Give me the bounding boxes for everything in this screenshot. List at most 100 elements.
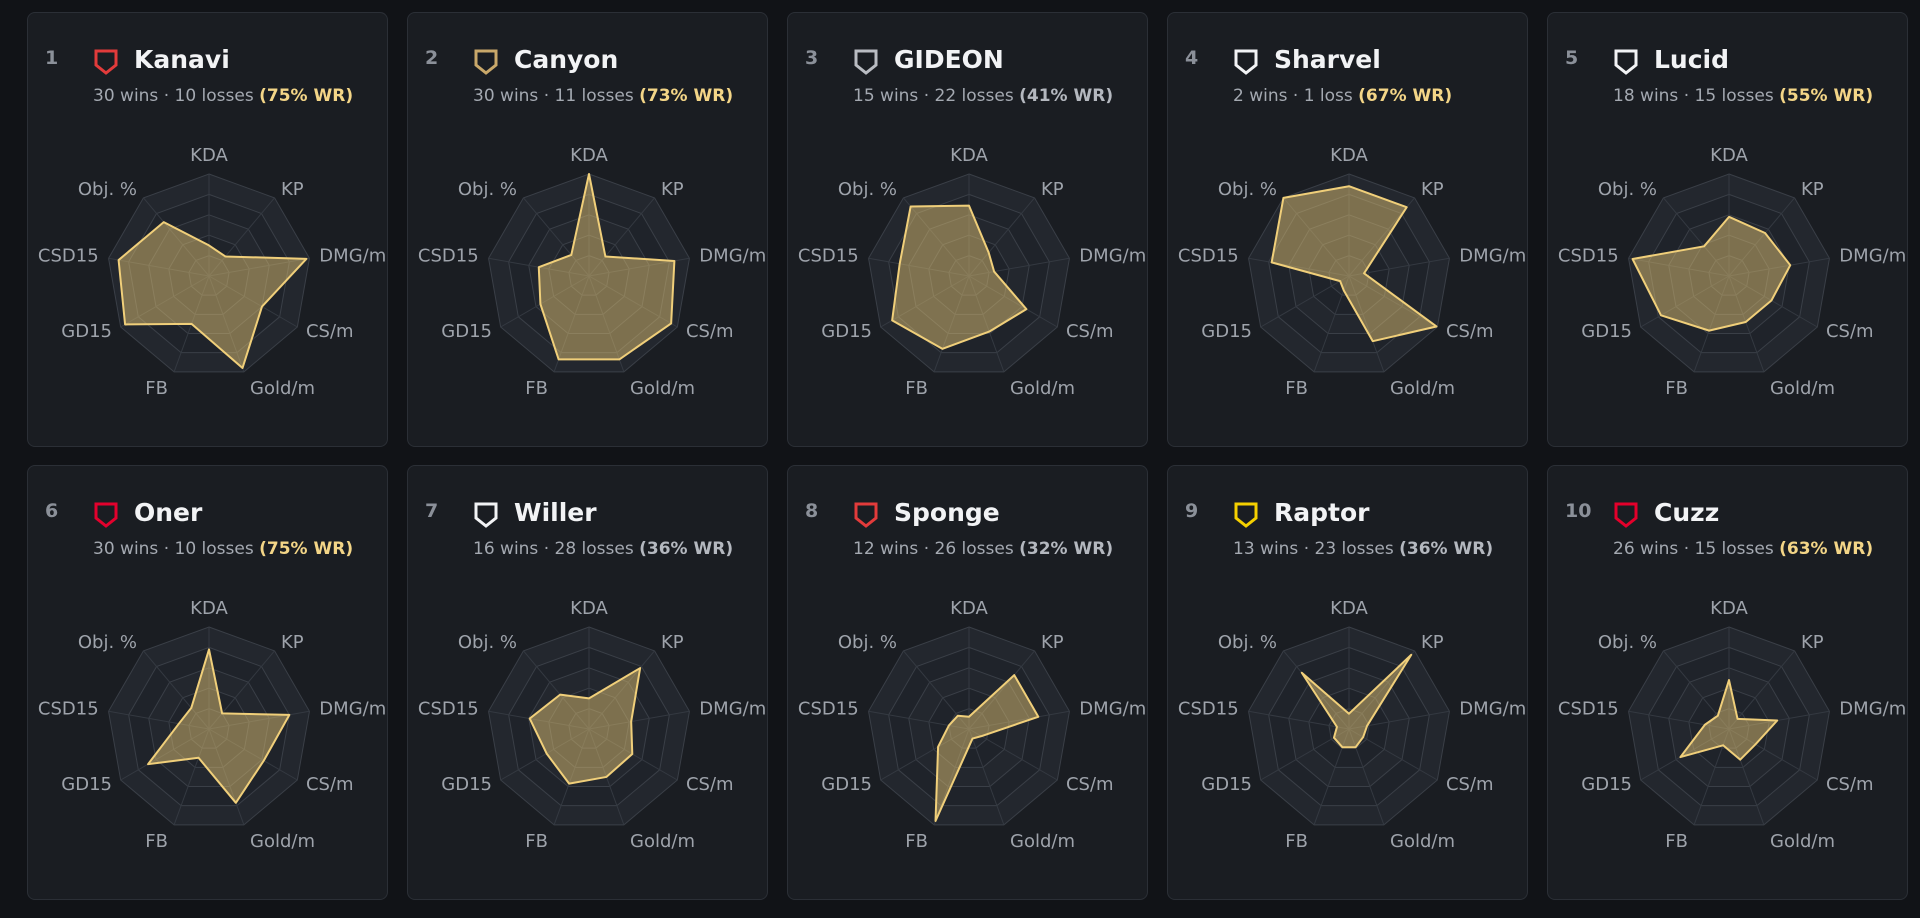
player-name: GIDEON xyxy=(894,45,1004,74)
axis-label: FB xyxy=(145,378,168,399)
axis-label: KDA xyxy=(1330,145,1368,166)
spoke xyxy=(208,257,310,277)
spoke xyxy=(500,275,590,328)
team-logo xyxy=(1234,49,1258,75)
logo-shape xyxy=(1614,49,1638,75)
axis-label: KDA xyxy=(1710,145,1748,166)
win-rate: (36% WR) xyxy=(639,539,734,559)
axis-label: GD15 xyxy=(821,774,872,795)
record: 15 wins · 22 losses (41% WR) xyxy=(853,86,1113,106)
rank: 7 xyxy=(425,500,439,522)
win-rate: (36% WR) xyxy=(1399,539,1494,559)
axis-label: FB xyxy=(145,831,168,852)
radar-chart: KDA KP DMG/m CS/m Gold/m FB GD15 CSD15 Obj. % xyxy=(798,145,1146,399)
logo-shape xyxy=(1614,502,1638,528)
axis-label: Gold/m xyxy=(1770,378,1835,399)
logo-shape xyxy=(1234,49,1258,75)
spoke xyxy=(553,728,590,826)
spoke xyxy=(968,728,1005,826)
axis-label: KP xyxy=(281,179,304,200)
player-name: Sponge xyxy=(894,498,1000,527)
spoke xyxy=(933,275,970,373)
spoke xyxy=(1728,650,1795,730)
spoke xyxy=(1663,197,1730,277)
axis-label: GD15 xyxy=(1581,321,1632,342)
team-logo xyxy=(474,502,498,528)
spoke xyxy=(1283,650,1350,730)
spoke xyxy=(208,197,275,277)
axis-label: DMG/m xyxy=(1079,246,1146,267)
spoke xyxy=(108,257,210,277)
win-loss: 12 wins · 26 losses xyxy=(853,539,1014,559)
spoke xyxy=(588,710,690,730)
radar-chart: KDA KP DMG/m CS/m Gold/m FB GD15 CSD15 Obj. % xyxy=(38,598,386,852)
spoke xyxy=(1348,275,1438,328)
axis-label: Gold/m xyxy=(1010,831,1075,852)
player-name: Canyon xyxy=(514,45,619,74)
team-logo xyxy=(474,49,498,75)
radar-chart: KDA KP DMG/m CS/m Gold/m FB GD15 CSD15 Obj. % xyxy=(38,145,386,399)
spoke xyxy=(208,728,298,781)
axis-label: Obj. % xyxy=(1218,632,1277,653)
axis-label: FB xyxy=(905,378,928,399)
axis-label: CS/m xyxy=(686,321,734,342)
team-logo xyxy=(1234,502,1258,528)
axis-label: DMG/m xyxy=(1079,699,1146,720)
spoke xyxy=(1248,257,1350,277)
logo-shape xyxy=(94,49,118,75)
axis-label: GD15 xyxy=(1581,774,1632,795)
spoke xyxy=(588,197,655,277)
axis-label: CSD15 xyxy=(798,246,859,267)
spoke xyxy=(208,710,310,730)
axis-label: CS/m xyxy=(1066,321,1114,342)
logo-shape xyxy=(474,502,498,528)
spoke xyxy=(968,728,1058,781)
axis-label: Gold/m xyxy=(250,378,315,399)
rank: 8 xyxy=(805,500,819,522)
radar-area xyxy=(528,667,642,785)
axis-label: FB xyxy=(525,378,548,399)
axis-label: GD15 xyxy=(61,321,112,342)
spoke xyxy=(1640,728,1730,781)
radar-area xyxy=(1679,679,1779,761)
radar-area xyxy=(891,204,1028,350)
player-card: 3 GIDEON 15 wins · 22 losses (41% WR) KDA KP… xyxy=(787,12,1148,447)
axis-label: KP xyxy=(1801,632,1824,653)
spoke xyxy=(1348,710,1450,730)
axis-label: DMG/m xyxy=(699,699,766,720)
spoke xyxy=(868,257,970,277)
axis-label: Gold/m xyxy=(1390,378,1455,399)
spoke xyxy=(1693,275,1730,373)
radar-chart: KDA KP DMG/m CS/m Gold/m FB GD15 CSD15 Obj. % xyxy=(418,598,766,852)
win-loss: 26 wins · 15 losses xyxy=(1613,539,1774,559)
axis-label: DMG/m xyxy=(319,246,386,267)
team-logo xyxy=(1614,502,1638,528)
axis-label: CSD15 xyxy=(1558,246,1619,267)
axis-label: CSD15 xyxy=(798,699,859,720)
axis-label: CSD15 xyxy=(418,699,479,720)
spoke xyxy=(1283,197,1350,277)
logo-shape xyxy=(474,49,498,75)
spoke xyxy=(588,275,625,373)
win-rate: (67% WR) xyxy=(1358,86,1453,106)
spoke xyxy=(880,728,970,781)
axis-label: CS/m xyxy=(686,774,734,795)
spoke xyxy=(1628,257,1730,277)
win-rate: (63% WR) xyxy=(1779,539,1874,559)
spoke xyxy=(208,728,245,826)
player-card: 8 Sponge 12 wins · 26 losses (32% WR) KDA KP… xyxy=(787,465,1148,900)
spoke xyxy=(488,710,590,730)
spoke xyxy=(968,650,1035,730)
axis-label: DMG/m xyxy=(1839,699,1906,720)
player-card: 9 Raptor 13 wins · 23 losses (36% WR) KDA KP… xyxy=(1167,465,1528,900)
axis-label: Obj. % xyxy=(838,179,897,200)
axis-label: DMG/m xyxy=(1459,246,1526,267)
spoke xyxy=(1313,275,1350,373)
axis-label: CS/m xyxy=(1446,774,1494,795)
radar-area xyxy=(147,648,291,804)
axis-label: KP xyxy=(1801,179,1824,200)
record: 2 wins · 1 loss (67% WR) xyxy=(1233,86,1452,106)
radar-chart: KDA KP DMG/m CS/m Gold/m FB GD15 CSD15 Obj. % xyxy=(798,598,1146,852)
axis-label: GD15 xyxy=(441,321,492,342)
